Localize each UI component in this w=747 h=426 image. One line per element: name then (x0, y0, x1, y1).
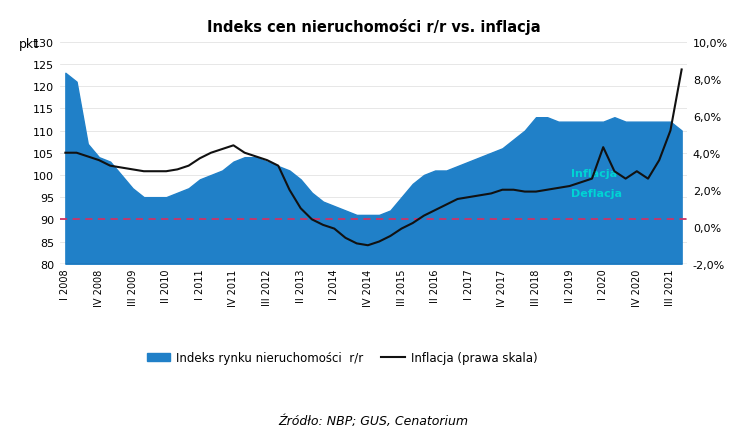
Legend: Indeks rynku nieruchomości  r/r, Inflacja (prawa skala): Indeks rynku nieruchomości r/r, Inflacja… (142, 347, 542, 369)
Text: Inflacja: Inflacja (571, 169, 617, 178)
Text: Deflacja: Deflacja (571, 189, 622, 199)
Text: Źródło: NBP; GUS, Cenatorium: Źródło: NBP; GUS, Cenatorium (279, 414, 468, 426)
Y-axis label: pkt: pkt (19, 38, 38, 51)
Title: Indeks cen nieruchomości r/r vs. inflacja: Indeks cen nieruchomości r/r vs. inflacj… (207, 19, 540, 35)
